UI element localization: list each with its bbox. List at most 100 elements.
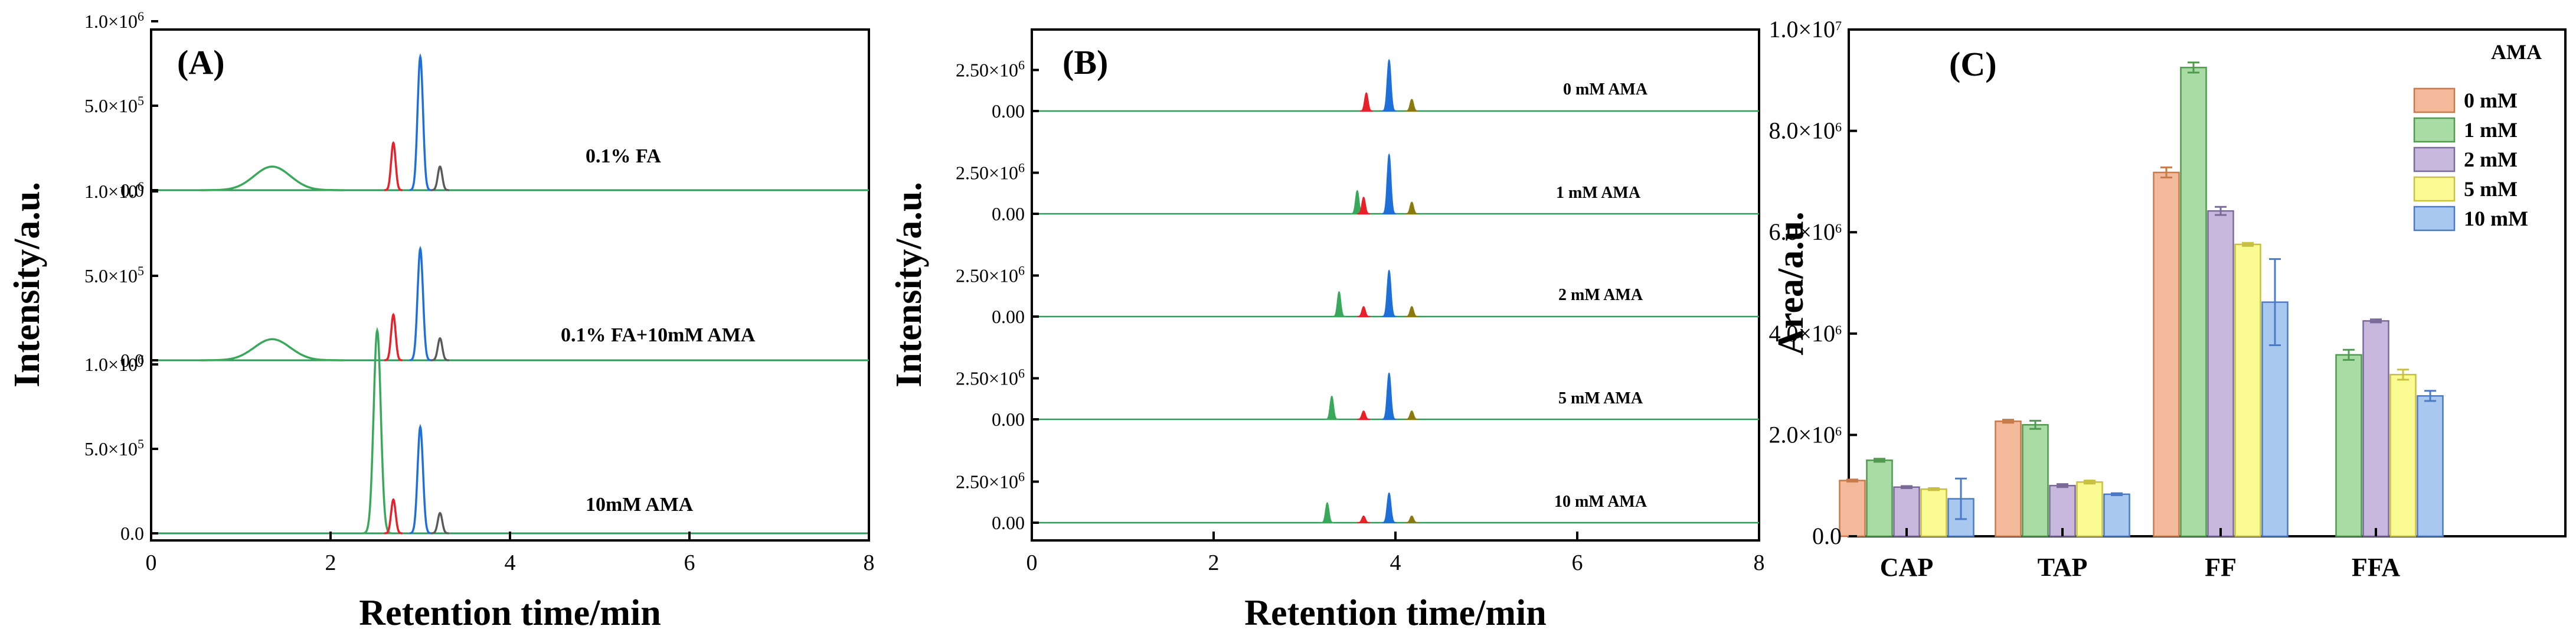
panel-a-y-axis-label: Intensity/a.u.	[7, 182, 47, 387]
y-tick-label: 1.0×106	[84, 179, 144, 203]
bar	[1920, 488, 1947, 537]
y-tick-label: 6.0×106	[1768, 219, 1842, 245]
peak-green	[1325, 395, 1339, 420]
peak-green	[1320, 502, 1334, 523]
peak-green	[362, 327, 392, 535]
bar-group-ffa	[2335, 318, 2444, 537]
panel-c-legend: AMA 0 mM 1 mM 2 mM 5 mM 10 mM	[2413, 40, 2542, 232]
legend-title: AMA	[2491, 40, 2542, 64]
panel-b-x-axis-label: Retention time/min	[1244, 593, 1546, 633]
x-tick-label: 8	[1754, 550, 1765, 575]
x-tick-label: 2	[1208, 550, 1220, 575]
bar	[2234, 243, 2261, 537]
trace-label: 0 mM AMA	[1563, 80, 1648, 99]
x-tick-label: 6	[684, 550, 695, 575]
trace-label: 10 mM AMA	[1554, 493, 1647, 511]
bar	[1839, 480, 1866, 537]
y-tick-label: 2.50×106	[956, 263, 1025, 286]
y-tick-label: 1.0×106	[84, 352, 144, 376]
bar	[2417, 395, 2444, 537]
x-tick-label: 4	[505, 550, 516, 575]
x-tick-label: 0	[1027, 550, 1038, 575]
trace-2: 0.1% FA+10mM AMA	[151, 245, 869, 361]
peak-olive	[1405, 410, 1418, 420]
panel-c-frame	[1848, 28, 2567, 537]
peak-red	[384, 312, 403, 361]
peak-blue	[1381, 372, 1397, 420]
bar	[2103, 493, 2130, 537]
peak-dark	[431, 337, 449, 361]
bar	[2049, 484, 2076, 537]
trace-label: 2 mM AMA	[1558, 286, 1643, 304]
panel-b-label: (B)	[1063, 43, 1108, 82]
legend-label: 2 mM	[2464, 148, 2518, 171]
legend-swatch	[2413, 117, 2456, 143]
panel-b-frame	[1031, 28, 1760, 542]
peak-green	[1332, 291, 1346, 317]
y-tick-label: 2.0×106	[1768, 421, 1842, 448]
y-tick-label: 0.00	[992, 409, 1025, 430]
y-tick-label: 8.0×106	[1768, 118, 1842, 144]
y-tick-label: 2.50×106	[956, 366, 1025, 389]
y-tick-label: 2.50×106	[956, 57, 1025, 81]
peak-blue	[409, 53, 431, 191]
x-tick-label: 2	[325, 550, 336, 575]
y-tick-label: 1.0×107	[1768, 16, 1842, 43]
peak-red	[1357, 410, 1371, 420]
peak-red	[1359, 92, 1373, 112]
bar-group-ff	[2153, 61, 2289, 537]
bar	[2076, 481, 2103, 537]
panel-a-frame	[150, 28, 870, 542]
peak-olive	[1405, 99, 1418, 112]
peak-red	[384, 141, 403, 191]
trace-3: 2 mM AMA	[1032, 269, 1759, 318]
panel-a-x-axis-label: Retention time/min	[359, 593, 661, 633]
trace-1: 0 mM AMA	[1032, 58, 1759, 112]
bar-group-cap	[1839, 458, 1975, 537]
peak-red	[1357, 515, 1371, 523]
peak-blue	[1381, 153, 1397, 214]
trace-2: 1 mM AMA	[1032, 153, 1759, 215]
peak-olive	[1405, 515, 1418, 523]
chart-panel-a: (A) 0.1% FA 0.1% FA+10mM AMA 10mM AMA 0.0 5…	[7, 9, 875, 634]
bar	[2180, 67, 2207, 537]
x-tick-label: 0	[146, 550, 157, 575]
y-tick-label: 5.0×105	[84, 93, 144, 117]
bar	[1995, 420, 2022, 537]
y-tick-label: 0.0	[120, 180, 144, 201]
legend-swatch	[2413, 206, 2456, 232]
legend-swatch	[2413, 87, 2456, 113]
peak-red	[1357, 306, 1371, 317]
peak-blue	[1381, 58, 1397, 112]
bar	[1866, 459, 1893, 537]
y-tick-label: 0.00	[992, 512, 1025, 533]
peak-dark	[431, 165, 449, 191]
y-tick-label: 0.0	[1812, 523, 1842, 549]
category-label: FFA	[2352, 553, 2400, 582]
peak-green	[200, 165, 344, 191]
y-tick-label: 5.0×105	[84, 436, 144, 460]
category-label: FF	[2205, 553, 2237, 582]
y-tick-label: 0.00	[992, 100, 1025, 122]
trace-label: 0.1% FA+10mM AMA	[561, 324, 756, 346]
peak-dark	[431, 511, 449, 535]
y-tick-label: 0.0	[120, 350, 144, 371]
panel-c-label: (C)	[1949, 45, 1997, 83]
y-tick-label: 0.00	[992, 306, 1025, 327]
y-tick-label: 5.0×105	[84, 263, 144, 287]
bar	[2153, 171, 2180, 537]
x-tick-label: 8	[864, 550, 875, 575]
panel-c-y-axis-label: Area/a.u.	[1771, 211, 1811, 355]
category-label: TAP	[2038, 553, 2088, 582]
legend-label: 0 mM	[2464, 89, 2518, 112]
trace-label: 10mM AMA	[586, 494, 694, 516]
trace-label: 0.1% FA	[586, 145, 661, 167]
y-tick-label: 4.0×106	[1768, 320, 1842, 347]
x-tick-label: 4	[1390, 550, 1401, 575]
peak-blue	[1381, 269, 1397, 317]
panel-a-label: (A)	[177, 43, 225, 82]
peak-red	[384, 498, 403, 535]
trace-label: 5 mM AMA	[1558, 389, 1643, 408]
peak-red	[1357, 197, 1371, 214]
